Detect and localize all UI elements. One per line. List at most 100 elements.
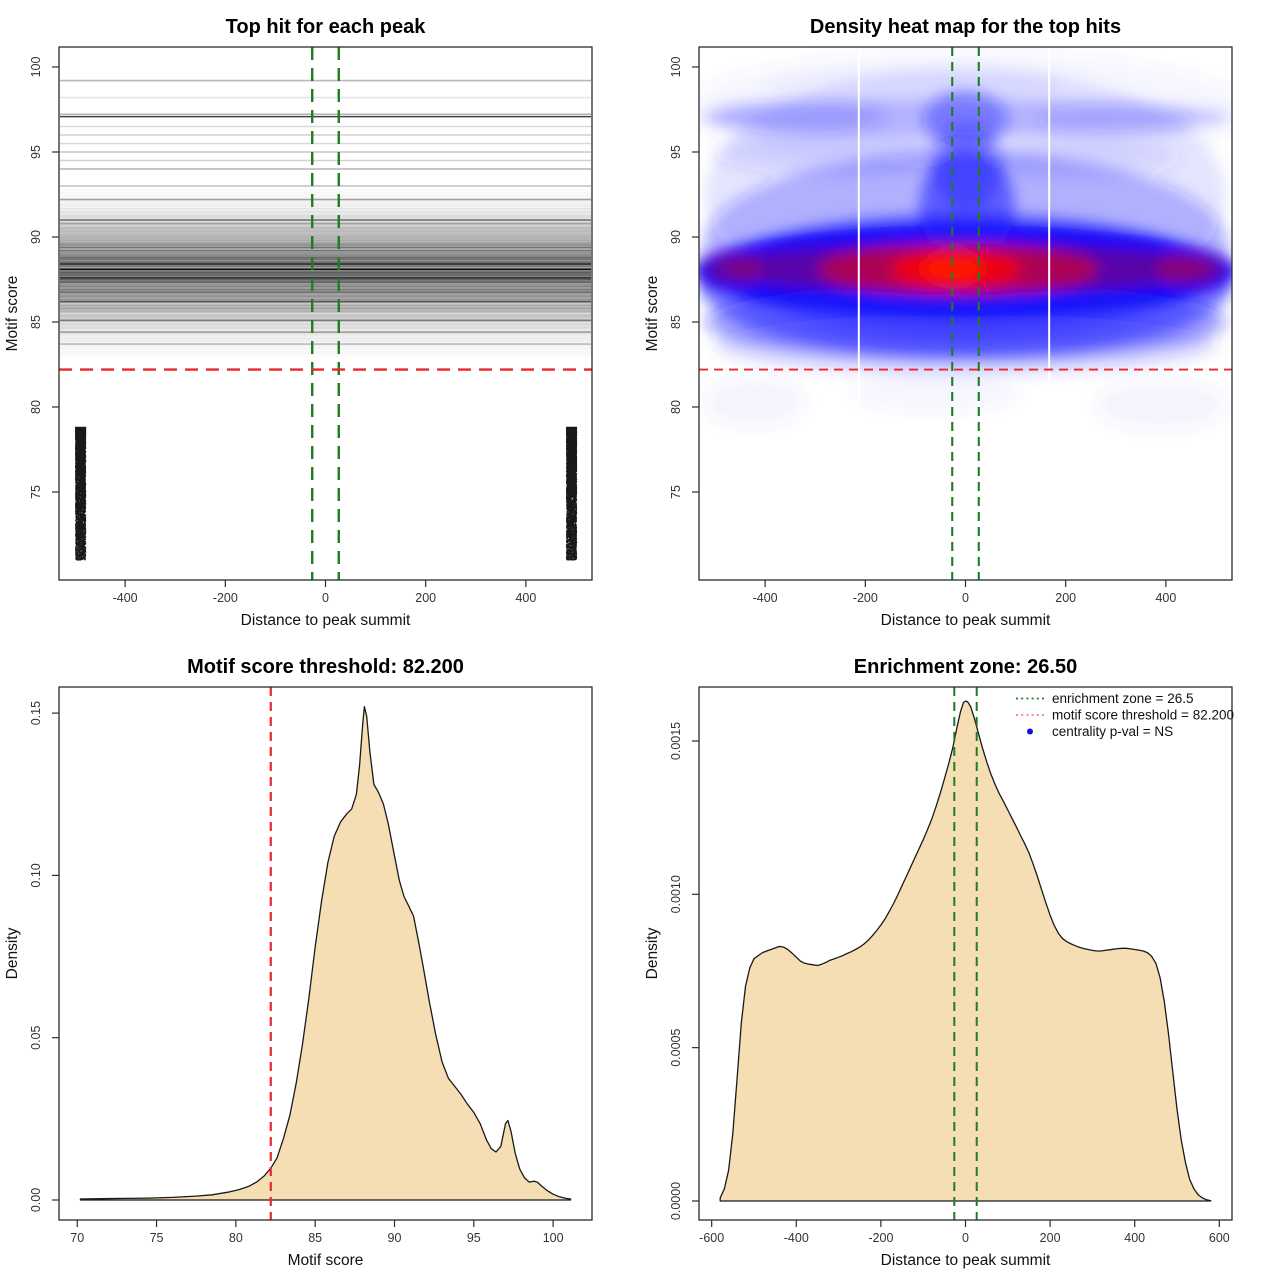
y-tick-label: 95 [29,145,43,159]
chart-title: Top hit for each peak [226,16,427,38]
x-tick-label: 95 [467,1231,481,1245]
scatter-plot: -400 -200 0 200 400 75 80 85 90 95 100 Top hit for… [4,16,593,629]
density-blob [699,50,1232,169]
y-tick-label: 0.0005 [669,1028,683,1066]
plot-area: -400 -200 0 200 400 75 80 85 90 95 100 [669,46,1233,605]
legend-item: motif score threshold = 82.200 [1016,708,1234,723]
scatter-points [75,426,578,561]
x-axis-label: Distance to peak summit [881,612,1051,629]
y-axis-ticks: 75 80 85 90 95 100 [29,57,59,499]
density-curve [719,700,1212,1202]
x-tick-label: -400 [784,1231,809,1245]
x-tick-label: 90 [388,1231,402,1245]
plot-border [58,686,593,1221]
x-axis-ticks: -400 -200 0 200 400 [113,580,536,605]
y-tick-label: 95 [669,145,683,159]
motif-score-density-plot: 70 75 80 85 90 95 100 0.00 0.05 0.10 0.15 Motif sc… [4,656,593,1269]
density-curve [79,705,572,1201]
x-tick-label: 70 [70,1231,84,1245]
y-tick-label: 85 [29,315,43,329]
chart-title: Density heat map for the top hits [810,16,1121,38]
x-tick-label: -400 [113,591,138,605]
density-blob [1095,379,1226,431]
density-blob [850,371,1021,413]
x-tick-label: 75 [150,1231,164,1245]
x-axis-label: Motif score [288,1252,364,1269]
y-tick-label: 75 [669,485,683,499]
x-tick-label: 0 [962,591,969,605]
chart-title: Motif score threshold: 82.200 [187,656,464,678]
panel-density-heatmap: -400 -200 0 200 400 75 80 85 90 95 100 Density hea… [640,0,1280,640]
legend-item-label: motif score threshold = 82.200 [1052,708,1234,723]
density-blob [1155,252,1226,287]
x-tick-label: 80 [229,1231,243,1245]
y-axis-ticks: 0.00 0.05 0.10 0.15 [29,701,59,1212]
x-axis-ticks: 70 75 80 85 90 95 100 [70,1220,564,1245]
x-axis-label: Distance to peak summit [241,612,411,629]
y-axis-ticks: 0.0000 0.0005 0.0010 0.0015 [669,722,699,1220]
legend: enrichment zone = 26.5 motif score thresh… [1016,691,1234,739]
legend-item-label: enrichment zone = 26.5 [1052,691,1193,706]
y-tick-label: 0.0000 [669,1182,683,1220]
chart-title: Enrichment zone: 26.50 [854,656,1077,678]
x-tick-label: 85 [308,1231,322,1245]
x-tick-label: -200 [213,591,238,605]
x-tick-label: 600 [1209,1231,1230,1245]
density-blob [921,253,985,283]
legend-swatch-dot [1027,728,1033,735]
density-blobs [699,50,1232,431]
y-tick-label: 0.00 [29,1188,43,1212]
x-tick-label: -600 [699,1231,724,1245]
y-tick-label: 0.15 [29,701,43,725]
y-tick-label: 90 [669,230,683,244]
x-tick-label: 100 [543,1231,564,1245]
panel-enrichment-zone-density: -600 -400 -200 0 200 400 600 0.0000 0.0005 0.0010… [640,640,1280,1280]
legend-item: enrichment zone = 26.5 [1016,691,1193,706]
density-blob [765,68,1066,100]
y-tick-label: 100 [29,57,43,78]
x-tick-label: -200 [868,1231,893,1245]
y-tick-label: 75 [29,485,43,499]
scatter-stripe-bands [60,79,591,347]
enrichment-zone-density-plot: -600 -400 -200 0 200 400 600 0.0000 0.0005 0.0010… [644,656,1234,1269]
x-tick-label: 400 [515,591,536,605]
density-blob [715,313,1216,375]
panel-top-hit-scatter: -400 -200 0 200 400 75 80 85 90 95 100 Top hit for… [0,0,640,640]
x-axis-ticks: -400 -200 0 200 400 [753,580,1176,605]
y-tick-label: 0.05 [29,1025,43,1049]
x-axis-ticks: -600 -400 -200 0 200 400 600 [699,1220,1230,1245]
y-tick-label: 85 [669,315,683,329]
x-axis-label: Distance to peak summit [881,1252,1051,1269]
legend-item-label: centrality p-val = NS [1052,724,1173,739]
x-tick-label: 200 [415,591,436,605]
x-tick-label: 400 [1124,1231,1145,1245]
y-tick-label: 0.0015 [669,722,683,760]
x-tick-label: 0 [322,591,329,605]
y-tick-label: 90 [29,230,43,244]
x-tick-label: -400 [753,591,778,605]
density-blob [702,251,763,286]
y-tick-label: 0.0010 [669,875,683,913]
y-axis-label: Density [644,927,661,979]
density-blob [705,376,806,428]
heatmap-region [699,47,1232,580]
y-tick-label: 80 [669,400,683,414]
x-tick-label: 400 [1155,591,1176,605]
plot-area: -400 -200 0 200 400 75 80 85 90 95 100 [29,46,593,605]
plot-area: 70 75 80 85 90 95 100 0.00 0.05 0.10 0.15 [29,686,593,1245]
y-axis-label: Density [4,927,21,979]
x-tick-label: 0 [962,1231,969,1245]
x-tick-label: 200 [1055,591,1076,605]
legend-item: centrality p-val = NS [1027,724,1173,739]
y-tick-label: 100 [669,57,683,78]
plot-area: -600 -400 -200 0 200 400 600 0.0000 0.0005 0.0010… [669,686,1234,1245]
y-tick-label: 0.10 [29,863,43,887]
y-tick-label: 80 [29,400,43,414]
y-axis-ticks: 75 80 85 90 95 100 [669,57,699,499]
panel-motif-score-density: 70 75 80 85 90 95 100 0.00 0.05 0.10 0.15 Motif sc… [0,640,640,1280]
y-axis-label: Motif score [4,276,21,352]
heatmap-plot: -400 -200 0 200 400 75 80 85 90 95 100 Density hea… [644,16,1233,629]
y-axis-label: Motif score [644,276,661,352]
x-tick-label: 200 [1040,1231,1061,1245]
